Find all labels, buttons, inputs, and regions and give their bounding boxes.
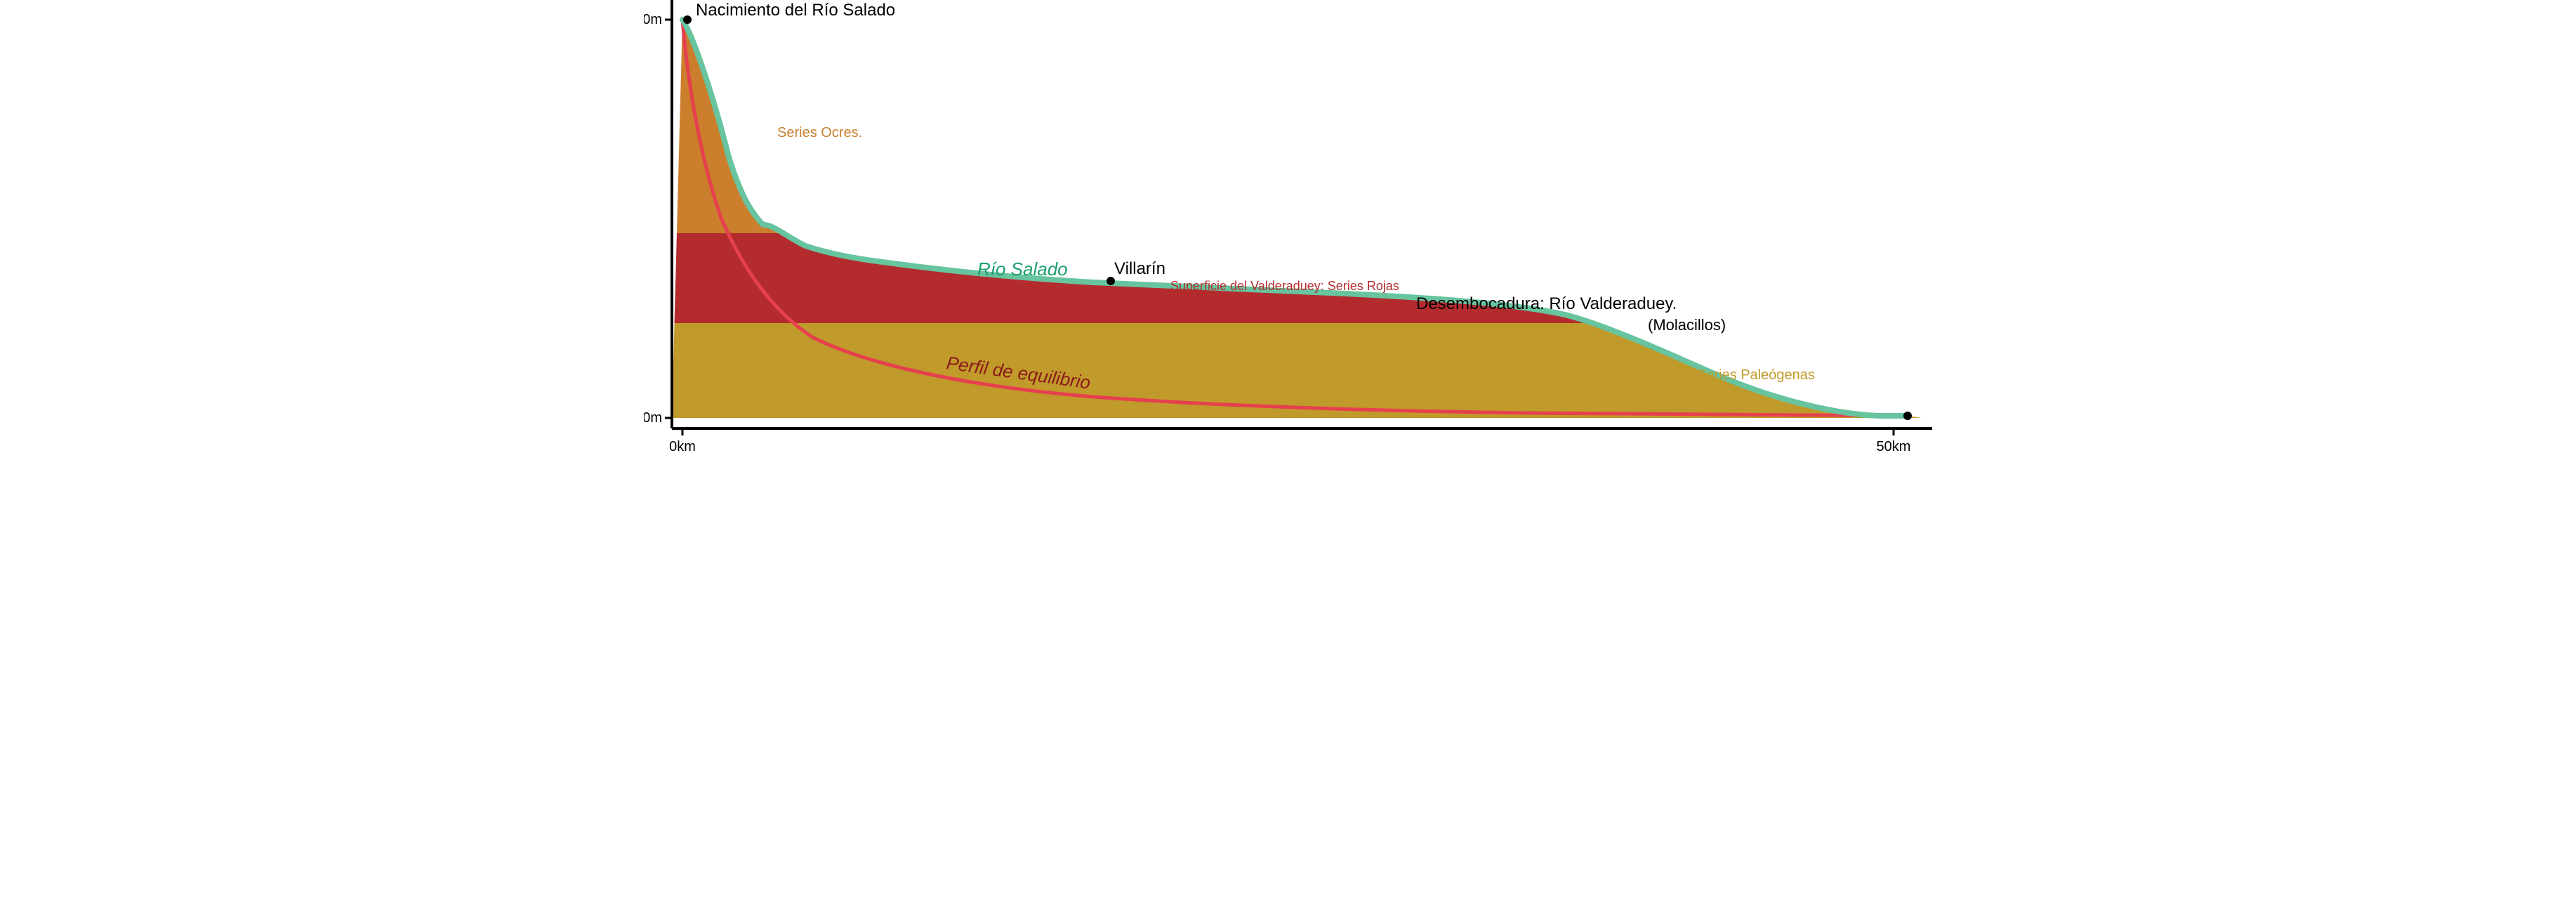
label-rio-salado: Río Salado — [977, 258, 1068, 280]
y-tick-label: 630m — [644, 410, 662, 426]
label-series-ocres: Series Ocres. — [777, 125, 862, 140]
label-series-rojas: Superficie del Valderaduey: Series Rojas — [1170, 279, 1399, 293]
x-tick-label: 50km — [1877, 439, 1911, 454]
point-label2-desembocadura: (Molacillos) — [1648, 316, 1726, 334]
y-tick-label: 740m — [644, 12, 662, 27]
point-label-villarin: Villarín — [1114, 259, 1165, 278]
x-tick-label: 0km — [669, 439, 696, 454]
label-series-paleogenas: Series Paleógenas — [1697, 367, 1815, 383]
figure-svg: 740m 630m 0km 50km Series Ocres. Río Salado Su… — [644, 0, 1932, 456]
point-desembocadura — [1903, 412, 1912, 420]
point-label-desembocadura: Desembocadura: Río Valderaduey. — [1416, 294, 1677, 313]
strata-group — [672, 20, 1922, 418]
point-nacimiento — [683, 15, 692, 24]
layer-rojas — [672, 233, 1922, 323]
cross-section-figure: 740m 630m 0km 50km Series Ocres. Río Salado Su… — [644, 0, 1932, 456]
point-label-nacimiento: Nacimiento del Río Salado — [696, 1, 895, 20]
